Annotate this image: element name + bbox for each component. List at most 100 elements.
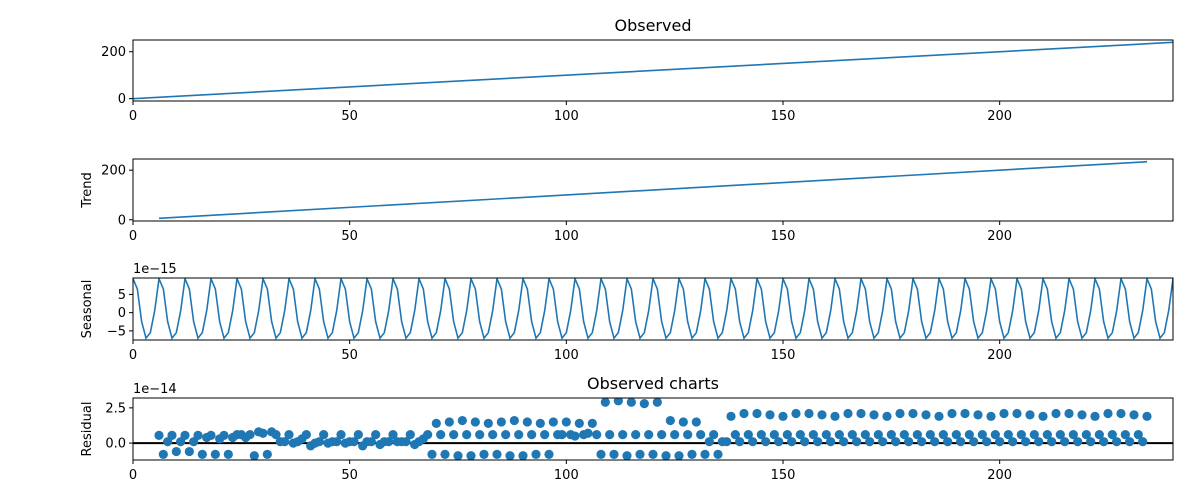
residual-point	[1103, 408, 1113, 419]
residual-point	[535, 418, 545, 428]
residual-point	[990, 430, 1000, 440]
residual-point	[436, 430, 446, 440]
residual-point	[219, 430, 229, 440]
residual-point	[986, 411, 996, 421]
residual-point	[587, 418, 597, 428]
residual-point	[462, 430, 472, 440]
residual-point	[184, 446, 194, 457]
residual-point	[1133, 430, 1143, 440]
panel-residual: 0 50 100 150 200 0.0 2.5 Observed charts Residua…	[80, 374, 1174, 483]
axes-frame-observed	[132, 39, 1174, 102]
residual-point	[674, 451, 684, 460]
residual-point	[431, 418, 441, 428]
plot-area-observed	[133, 41, 1173, 100]
y-tick-label: 0	[118, 306, 126, 321]
residual-point	[180, 430, 190, 440]
residual-point	[774, 437, 784, 447]
residual-point	[834, 430, 844, 440]
x-tick-label: 50	[341, 229, 358, 244]
residual-point	[748, 437, 758, 447]
residual-point	[821, 430, 831, 440]
trend-series-line	[158, 160, 1148, 220]
residual-point	[964, 430, 974, 440]
x-tick-label: 0	[129, 229, 137, 244]
residual-point	[1077, 410, 1087, 420]
residual-point	[891, 437, 901, 447]
residual-point	[1107, 430, 1117, 440]
residual-point	[847, 430, 857, 440]
residual-point	[423, 430, 433, 440]
residual-point	[1116, 408, 1126, 419]
residual-point	[197, 449, 207, 459]
y-tick-label: 2.5	[105, 401, 126, 416]
residual-point	[960, 408, 970, 419]
residual-point	[245, 430, 255, 440]
x-tick-label: 50	[341, 348, 358, 363]
residual-point	[1138, 437, 1148, 447]
panel-title: Observed charts	[587, 374, 719, 393]
x-tick-label: 0	[129, 109, 137, 124]
residual-point	[488, 430, 498, 440]
residual-point	[332, 437, 342, 447]
residual-point	[908, 408, 918, 419]
residual-point	[665, 415, 675, 426]
residual-point	[631, 430, 641, 440]
axes-frame-residual	[132, 397, 1174, 461]
residual-point	[683, 430, 693, 440]
panel-observed: 0 50 100 150 200 0 200 Observed	[101, 16, 1174, 124]
residual-point	[1025, 410, 1035, 420]
residual-point	[934, 411, 944, 421]
residual-point	[930, 437, 940, 447]
residual-point	[349, 437, 359, 447]
residual-point	[210, 449, 220, 459]
residual-point	[726, 411, 736, 421]
x-tick-label: 200	[987, 109, 1012, 124]
residual-point	[1120, 430, 1130, 440]
residual-point	[644, 430, 654, 440]
residual-point	[852, 437, 862, 447]
residual-point	[522, 417, 532, 427]
residual-point	[787, 437, 797, 447]
x-tick-label: 100	[554, 109, 579, 124]
panel-trend: 0 50 100 150 200 0 200 Trend	[80, 158, 1174, 244]
residual-point	[596, 449, 606, 459]
x-tick-label: 100	[554, 348, 579, 363]
residual-point	[583, 428, 593, 438]
plot-area-residual	[133, 398, 1173, 460]
residual-point	[618, 430, 628, 440]
residual-point	[865, 437, 875, 447]
y-axis-label: Seasonal	[80, 280, 95, 339]
residual-point	[427, 449, 437, 459]
residual-point	[947, 408, 957, 419]
residual-point	[605, 430, 615, 440]
residual-point	[917, 437, 927, 447]
residual-point	[1081, 430, 1091, 440]
residual-point	[626, 398, 636, 407]
residual-point	[704, 437, 714, 447]
residual-point	[531, 449, 541, 459]
residual-point	[444, 417, 454, 427]
residual-point	[154, 430, 164, 440]
residual-point	[661, 451, 671, 460]
residual-point	[735, 437, 745, 447]
residual-point	[973, 410, 983, 420]
residual-point	[1060, 437, 1070, 447]
residual-point	[479, 449, 489, 459]
axes-frame-trend	[132, 158, 1174, 222]
residual-point	[509, 415, 519, 426]
x-tick-label: 200	[987, 229, 1012, 244]
residual-point	[804, 408, 814, 419]
residual-point	[691, 417, 701, 427]
residual-point	[371, 430, 381, 440]
residual-point	[301, 430, 311, 440]
residual-point	[280, 437, 290, 447]
residual-point	[613, 398, 623, 406]
x-tick-label: 150	[771, 229, 796, 244]
residual-point	[1094, 430, 1104, 440]
residual-point	[856, 408, 866, 419]
residual-point	[739, 408, 749, 419]
y-axis-label: Trend	[80, 172, 95, 209]
residual-point	[882, 411, 892, 421]
